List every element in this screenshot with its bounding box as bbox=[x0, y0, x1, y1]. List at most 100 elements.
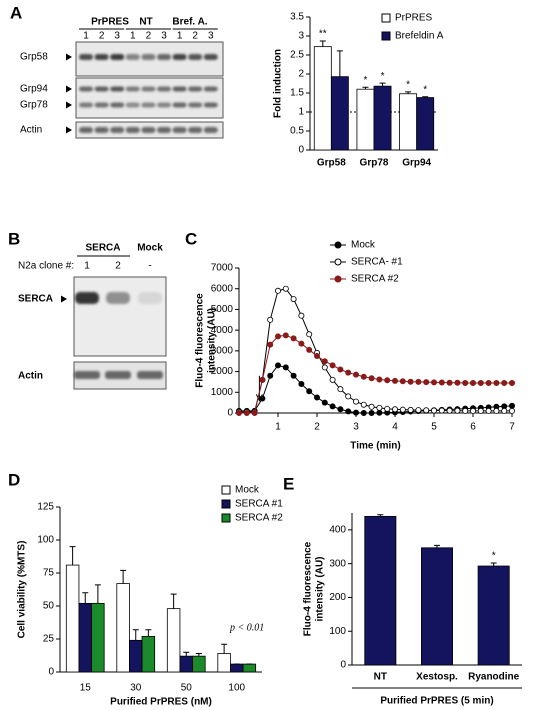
blot-row-label: SERCA bbox=[18, 294, 53, 305]
data-point bbox=[454, 407, 461, 414]
data-point bbox=[391, 377, 398, 384]
data-point bbox=[446, 407, 453, 414]
data-point bbox=[407, 406, 414, 413]
data-point bbox=[423, 379, 430, 386]
bar bbox=[141, 635, 156, 673]
significance-label: * bbox=[381, 71, 385, 82]
blot-band bbox=[203, 86, 218, 92]
y-tick-label: 1 bbox=[298, 107, 304, 118]
y-tick-label: 125 bbox=[37, 502, 54, 513]
series-line bbox=[239, 288, 512, 413]
x-tick-label: 3 bbox=[353, 422, 359, 433]
x-tick-label: 6 bbox=[470, 422, 476, 433]
data-point bbox=[251, 409, 258, 416]
blot-group-label: NT bbox=[139, 17, 152, 28]
data-point bbox=[267, 341, 274, 348]
bar bbox=[192, 655, 206, 673]
bar bbox=[91, 602, 105, 673]
significance-label: * bbox=[492, 551, 496, 562]
legend-label: Mock bbox=[235, 485, 260, 496]
lane-label: 3 bbox=[161, 31, 167, 42]
data-point bbox=[282, 332, 289, 339]
error-bar bbox=[183, 651, 190, 657]
data-point bbox=[415, 378, 422, 385]
data-point bbox=[430, 379, 437, 386]
blot-band bbox=[110, 102, 125, 108]
x-tick-label: Grp58 bbox=[317, 158, 346, 169]
chart: 0 25 50 75 100 125 Cell viability (%MTS) 15 30 50… bbox=[17, 485, 284, 708]
lane-label: - bbox=[148, 261, 151, 272]
bar bbox=[313, 46, 332, 151]
data-point bbox=[313, 353, 320, 360]
data-point bbox=[282, 364, 289, 371]
blot-band bbox=[172, 102, 187, 108]
lane-label: 1 bbox=[83, 31, 89, 42]
data-point bbox=[501, 379, 508, 386]
blot-band bbox=[157, 127, 171, 133]
bar bbox=[373, 85, 392, 151]
legend-swatch bbox=[221, 485, 231, 495]
error-bar bbox=[195, 653, 202, 657]
y-axis-label: Fluo-4 fluorescence bbox=[303, 541, 314, 636]
lane-label: 1 bbox=[84, 261, 90, 272]
data-point bbox=[407, 378, 414, 385]
data-point bbox=[493, 379, 500, 386]
x-tick-label: 15 bbox=[80, 683, 92, 694]
blot-band bbox=[125, 86, 140, 92]
bar bbox=[356, 88, 375, 151]
y-tick-label: 0 bbox=[340, 660, 346, 671]
y-axis-label: Fold induction bbox=[273, 49, 284, 118]
blot-band bbox=[94, 54, 109, 60]
blot-band bbox=[94, 127, 109, 133]
data-point bbox=[345, 369, 352, 376]
data-point bbox=[384, 377, 391, 384]
error-bar bbox=[82, 592, 89, 604]
significance-label: * bbox=[423, 84, 427, 95]
error-bar bbox=[145, 629, 152, 637]
data-point bbox=[274, 362, 281, 369]
data-point bbox=[352, 398, 359, 405]
blot-row-label: Actin bbox=[20, 125, 42, 136]
legend-swatch bbox=[381, 13, 391, 23]
data-point bbox=[306, 331, 313, 338]
x-tick-label: 30 bbox=[130, 683, 142, 694]
y-tick-label: 3000 bbox=[211, 345, 234, 356]
data-point bbox=[430, 407, 437, 414]
blot-band bbox=[75, 292, 99, 304]
data-point bbox=[508, 379, 515, 386]
y-tick-label: 2 bbox=[298, 69, 304, 80]
blot-panel bbox=[73, 276, 167, 357]
data-point bbox=[399, 378, 406, 385]
data-point bbox=[360, 401, 367, 408]
blot-band bbox=[141, 54, 156, 60]
blot-band bbox=[138, 292, 162, 304]
error-bar bbox=[319, 40, 326, 47]
data-point bbox=[345, 408, 352, 415]
error-bar bbox=[336, 50, 343, 77]
panel-label: C bbox=[185, 229, 197, 248]
chart: 0 1000 2000 3000 4000 5000 6000 7000 Fluo-4 fluo… bbox=[195, 240, 516, 452]
legend-label: SERCA #2 bbox=[351, 274, 399, 285]
panel-label: D bbox=[8, 470, 20, 489]
y-tick-label: 3 bbox=[298, 31, 304, 42]
lane-label: 1 bbox=[177, 31, 183, 42]
lane-label: 2 bbox=[146, 31, 152, 42]
series-line bbox=[239, 334, 512, 414]
lane-label: 2 bbox=[99, 31, 105, 42]
error-bar bbox=[377, 514, 384, 517]
data-point bbox=[352, 409, 359, 416]
y-tick-label: 400 bbox=[329, 525, 346, 536]
data-point bbox=[508, 402, 515, 409]
blot-row-label: Grp94 bbox=[20, 84, 48, 95]
data-point bbox=[274, 287, 281, 294]
data-point bbox=[508, 407, 515, 414]
y-tick-label: 300 bbox=[329, 558, 346, 569]
y-tick-label: 0 bbox=[227, 408, 233, 419]
data-point bbox=[274, 333, 281, 340]
x-tick-label: 2 bbox=[314, 422, 320, 433]
blot-row-label: Grp78 bbox=[20, 100, 48, 111]
legend-label: PrPRES bbox=[395, 13, 433, 24]
data-point bbox=[259, 376, 266, 383]
